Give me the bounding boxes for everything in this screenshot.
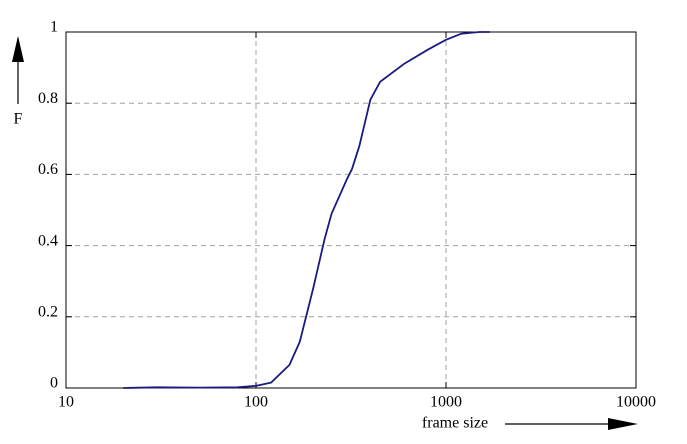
y-tick-label: 0.6 [38,161,58,178]
x-arrow-head [608,418,638,430]
y-tick-label: 0.2 [38,303,58,320]
plot-frame [65,31,637,389]
cdf-line [123,31,490,389]
y-tick-label: 1 [50,19,58,36]
y-tick-label: 0.8 [38,90,58,107]
y-tick-label: 0.4 [38,232,58,249]
y-tick-label: 0 [50,375,58,392]
x-tick-label: 100 [244,394,268,411]
x-tick-label: 10 [58,394,74,411]
x-tick-label: 1000 [430,394,462,411]
x-tick-label: 10000 [616,394,656,411]
y-arrow-head [12,36,24,62]
y-axis-label: F [14,111,23,128]
x-axis-label: frame size [422,415,488,432]
